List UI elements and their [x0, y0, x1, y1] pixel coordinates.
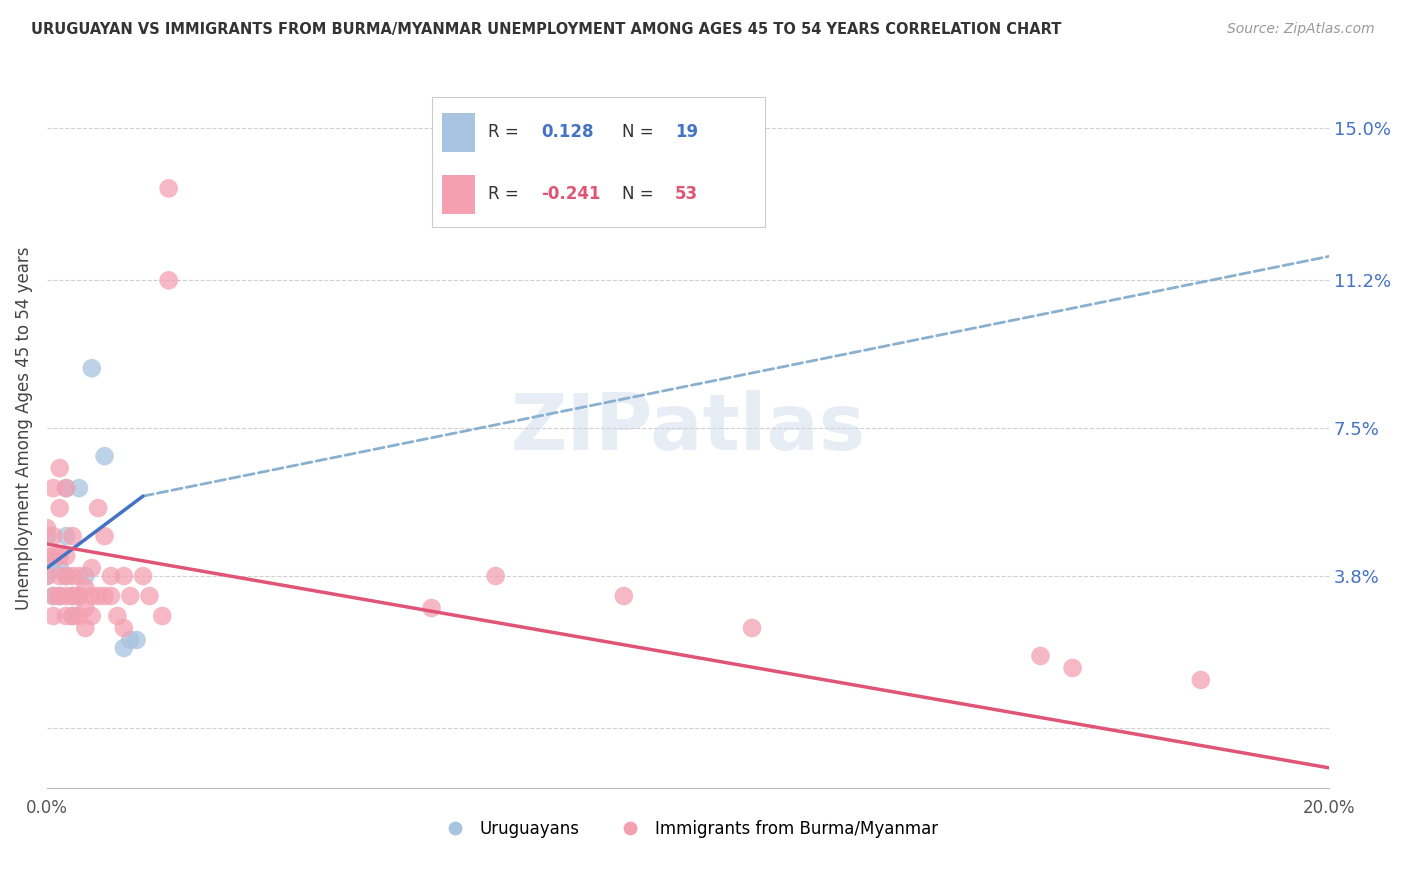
Point: [62, 529, 84, 543]
Point: [55, 569, 77, 583]
Point: [55, 589, 77, 603]
Point: [42, 553, 65, 567]
Point: [1062, 661, 1084, 675]
Point: [75, 621, 97, 635]
Point: [48, 589, 70, 603]
Point: [48, 461, 70, 475]
Point: [55, 549, 77, 563]
Point: [67, 569, 90, 583]
Point: [67, 481, 90, 495]
Point: [55, 481, 77, 495]
Point: [62, 609, 84, 624]
Point: [48, 501, 70, 516]
Point: [107, 609, 129, 624]
Point: [67, 589, 90, 603]
Point: [48, 561, 70, 575]
Point: [62, 589, 84, 603]
Point: [1029, 648, 1052, 663]
Point: [157, 273, 180, 287]
Point: [93, 589, 115, 603]
Point: [420, 601, 443, 615]
Point: [75, 601, 97, 615]
Point: [1189, 673, 1212, 687]
Point: [55, 569, 77, 583]
Point: [67, 609, 90, 624]
Point: [42, 609, 65, 624]
Point: [112, 640, 135, 655]
Y-axis label: Unemployment Among Ages 45 to 54 years: Unemployment Among Ages 45 to 54 years: [15, 246, 32, 610]
Point: [613, 589, 636, 603]
Point: [35, 569, 58, 583]
Point: [132, 569, 155, 583]
Point: [741, 621, 763, 635]
Point: [75, 581, 97, 595]
Text: ZIPatlas: ZIPatlas: [510, 390, 866, 467]
Legend: Uruguayans, Immigrants from Burma/Myanmar: Uruguayans, Immigrants from Burma/Myanma…: [432, 813, 945, 844]
Point: [55, 609, 77, 624]
Point: [55, 529, 77, 543]
Point: [157, 181, 180, 195]
Text: URUGUAYAN VS IMMIGRANTS FROM BURMA/MYANMAR UNEMPLOYMENT AMONG AGES 45 TO 54 YEAR: URUGUAYAN VS IMMIGRANTS FROM BURMA/MYANM…: [31, 22, 1062, 37]
Point: [120, 589, 142, 603]
Text: Source: ZipAtlas.com: Source: ZipAtlas.com: [1227, 22, 1375, 37]
Point: [80, 361, 103, 376]
Point: [87, 589, 110, 603]
Point: [80, 561, 103, 575]
Point: [35, 529, 58, 543]
Point: [80, 609, 103, 624]
Point: [42, 481, 65, 495]
Point: [48, 569, 70, 583]
Point: [62, 609, 84, 624]
Point: [35, 549, 58, 563]
Point: [62, 569, 84, 583]
Point: [485, 569, 508, 583]
Point: [67, 589, 90, 603]
Point: [35, 521, 58, 535]
Point: [125, 632, 148, 647]
Point: [93, 449, 115, 463]
Point: [48, 549, 70, 563]
Point: [150, 609, 173, 624]
Point: [100, 589, 122, 603]
Point: [35, 569, 58, 583]
Point: [120, 632, 142, 647]
Point: [55, 481, 77, 495]
Point: [42, 549, 65, 563]
Point: [138, 589, 160, 603]
Point: [48, 589, 70, 603]
Point: [87, 501, 110, 516]
Point: [42, 589, 65, 603]
Point: [42, 529, 65, 543]
Point: [112, 569, 135, 583]
Point: [93, 529, 115, 543]
Point: [112, 621, 135, 635]
Point: [75, 569, 97, 583]
Point: [62, 589, 84, 603]
Point: [100, 569, 122, 583]
Point: [80, 589, 103, 603]
Point: [42, 589, 65, 603]
